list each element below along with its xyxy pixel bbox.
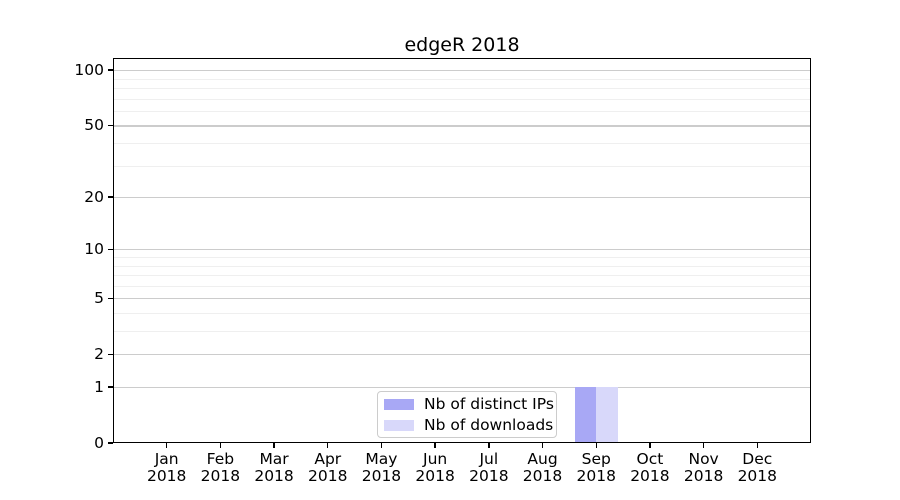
y-tick-mark	[108, 353, 113, 355]
x-tick-mark	[165, 443, 168, 448]
y-tick-label: 20	[84, 188, 104, 207]
x-tick-mark	[434, 443, 436, 448]
legend-row-downloads: Nb of downloads	[384, 415, 556, 434]
y-tick-mark	[108, 124, 113, 127]
minor-gridline	[113, 285, 811, 287]
major-gridline	[113, 197, 811, 199]
legend-label-distinct-ips: Nb of distinct IPs	[424, 394, 554, 413]
x-tick-label: Jul 2018	[459, 451, 519, 485]
x-tick-label: May 2018	[351, 451, 411, 485]
x-tick-year: 2018	[415, 467, 455, 485]
x-tick-year: 2018	[683, 467, 724, 485]
legend-row-distinct-ips: Nb of distinct IPs	[384, 394, 556, 413]
x-tick-mark	[756, 443, 758, 448]
x-tick-mark	[541, 443, 544, 448]
major-gridline	[113, 354, 811, 356]
x-tick-month: May	[365, 450, 398, 468]
x-tick-year: 2018	[469, 467, 509, 485]
y-tick-label: 10	[84, 240, 104, 259]
x-tick-month: Sep	[581, 450, 611, 468]
x-tick-mark	[273, 443, 275, 448]
x-tick-mark	[595, 443, 597, 448]
downloads-swatch-icon	[384, 419, 414, 431]
y-tick-mark	[108, 386, 113, 388]
x-tick-label: Jan 2018	[137, 451, 197, 485]
x-tick-year: 2018	[576, 467, 616, 485]
bar-nb-of-distinct-ips	[574, 387, 597, 443]
y-tick-mark	[108, 297, 113, 299]
y-tick-mark	[108, 248, 113, 250]
x-tick-label: Sep 2018	[566, 451, 626, 485]
x-tick-month: Aug	[527, 450, 558, 468]
x-tick-label: Apr 2018	[298, 451, 358, 485]
x-tick-mark	[702, 443, 705, 448]
x-tick-mark	[327, 443, 329, 448]
x-tick-label: Nov 2018	[674, 451, 734, 485]
y-tick-label: 50	[84, 116, 104, 135]
x-tick-month: Jan	[154, 450, 179, 468]
y-tick-mark	[108, 196, 113, 198]
x-tick-year: 2018	[361, 467, 402, 485]
chart-title: edgeR 2018	[404, 34, 520, 56]
x-tick-mark	[219, 443, 222, 448]
legend: Nb of distinct IPs Nb of downloads	[377, 391, 557, 438]
minor-gridline	[113, 78, 811, 80]
x-tick-label: Aug 2018	[513, 451, 573, 485]
major-gridline	[113, 70, 811, 72]
x-tick-label: Feb 2018	[190, 451, 250, 485]
y-tick-label: 5	[94, 289, 104, 308]
y-tick-label: 1	[94, 378, 104, 396]
plot-area	[113, 58, 811, 443]
distinct-ips-swatch-icon	[384, 398, 414, 410]
minor-gridline	[113, 265, 811, 267]
axes-frame	[113, 58, 811, 443]
y-tick-mark	[108, 69, 113, 71]
x-tick-year: 2018	[522, 467, 563, 485]
minor-gridline	[113, 98, 811, 100]
x-tick-month: Apr	[314, 450, 342, 468]
x-tick-label: Oct 2018	[620, 451, 680, 485]
minor-gridline	[113, 88, 811, 90]
x-tick-mark	[488, 443, 490, 448]
minor-gridline	[113, 110, 811, 112]
x-tick-label: Dec 2018	[727, 451, 787, 485]
x-tick-month: Mar	[259, 450, 289, 468]
major-gridline	[113, 249, 811, 251]
y-tick-label: 0	[94, 434, 104, 452]
x-tick-mark	[649, 443, 651, 448]
x-tick-month: Jun	[423, 450, 448, 468]
minor-gridline	[113, 275, 811, 277]
y-tick-label: 100	[74, 61, 104, 80]
x-tick-label: Jun 2018	[405, 451, 465, 485]
minor-gridline	[113, 312, 811, 314]
x-tick-year: 2018	[308, 467, 348, 485]
minor-gridline	[113, 143, 811, 145]
legend-label-downloads: Nb of downloads	[424, 415, 554, 434]
minor-gridline	[113, 165, 811, 167]
y-tick-mark	[108, 442, 113, 444]
major-gridline	[113, 125, 811, 127]
x-tick-month: Dec	[742, 450, 773, 468]
x-tick-month: Oct	[636, 450, 664, 468]
major-gridline	[113, 387, 811, 389]
major-gridline	[113, 298, 811, 300]
x-tick-label: Mar 2018	[244, 451, 304, 485]
x-tick-month: Jul	[479, 450, 499, 468]
x-tick-year: 2018	[737, 467, 778, 485]
x-tick-mark	[380, 443, 383, 448]
minor-gridline	[113, 331, 811, 333]
y-tick-label: 2	[94, 345, 104, 364]
x-tick-year: 2018	[254, 467, 294, 485]
x-tick-year: 2018	[200, 467, 241, 485]
bar-nb-of-downloads	[596, 387, 618, 443]
x-tick-month: Nov	[688, 450, 719, 468]
x-tick-month: Feb	[206, 450, 235, 468]
minor-gridline	[113, 257, 811, 258]
x-tick-year: 2018	[630, 467, 670, 485]
x-tick-year: 2018	[146, 467, 187, 485]
